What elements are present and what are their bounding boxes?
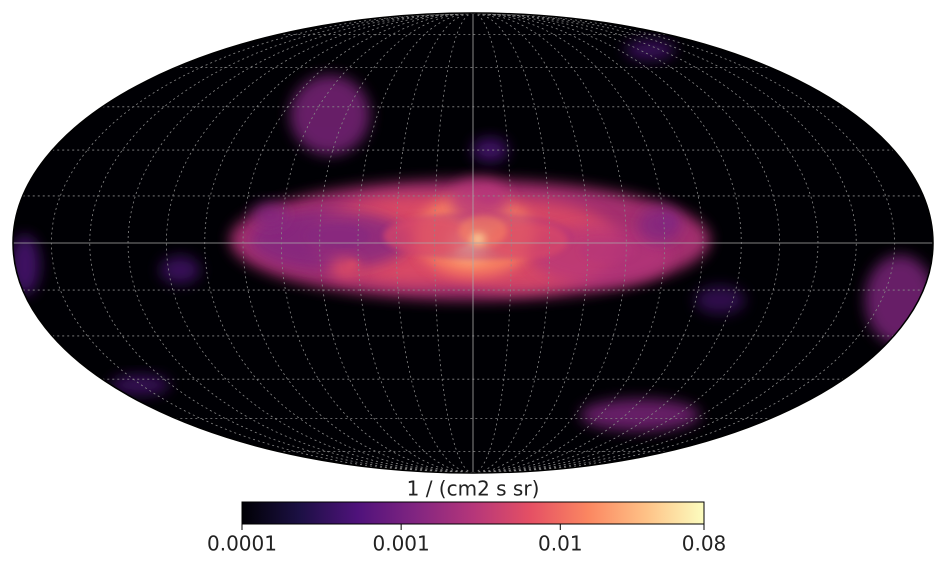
meridian bbox=[280, 13, 473, 473]
emission-core bbox=[474, 236, 482, 242]
emission-core bbox=[488, 223, 568, 259]
emission bbox=[13, 40, 933, 431]
emission-core bbox=[659, 213, 677, 229]
meridian bbox=[395, 13, 473, 473]
map-outline bbox=[12, 12, 934, 474]
emission-core bbox=[580, 239, 636, 263]
meridian bbox=[473, 13, 627, 473]
colorbar bbox=[241, 501, 705, 525]
emission-blob bbox=[290, 75, 370, 155]
meridian bbox=[204, 13, 473, 473]
meridian bbox=[473, 13, 589, 473]
emission-blob bbox=[865, 255, 933, 345]
emission-core bbox=[384, 218, 472, 254]
emission-blob bbox=[638, 207, 682, 243]
meridian bbox=[473, 13, 704, 473]
emission-core bbox=[306, 224, 370, 248]
emission-core bbox=[347, 260, 359, 268]
meridian bbox=[474, 13, 857, 473]
emission-blob bbox=[160, 256, 200, 284]
graticule bbox=[13, 13, 933, 473]
emission-blob bbox=[580, 399, 700, 431]
colorbar-tick-label: 0.01 bbox=[538, 532, 583, 556]
colorbar-label: 1 / (cm2 s sr) bbox=[407, 477, 540, 501]
colorbar-tick-label: 0.0001 bbox=[207, 532, 277, 556]
meridian bbox=[89, 13, 472, 473]
colorbar-tick-label: 0.001 bbox=[373, 532, 430, 556]
meridian bbox=[50, 13, 472, 473]
emission-blob bbox=[252, 203, 288, 227]
meridian bbox=[473, 13, 742, 473]
emission-blob bbox=[472, 138, 508, 162]
meridian bbox=[242, 13, 473, 473]
meridian bbox=[473, 13, 666, 473]
meridian bbox=[319, 13, 473, 473]
meridian bbox=[473, 13, 551, 473]
colorbar-tick-label: 0.08 bbox=[682, 532, 727, 556]
emission-blob bbox=[110, 375, 170, 395]
emission-blob bbox=[695, 286, 745, 314]
meridian bbox=[357, 13, 473, 473]
emission-blob bbox=[625, 40, 675, 60]
meridian bbox=[127, 13, 472, 473]
meridian bbox=[474, 13, 819, 473]
meridian bbox=[474, 13, 896, 473]
